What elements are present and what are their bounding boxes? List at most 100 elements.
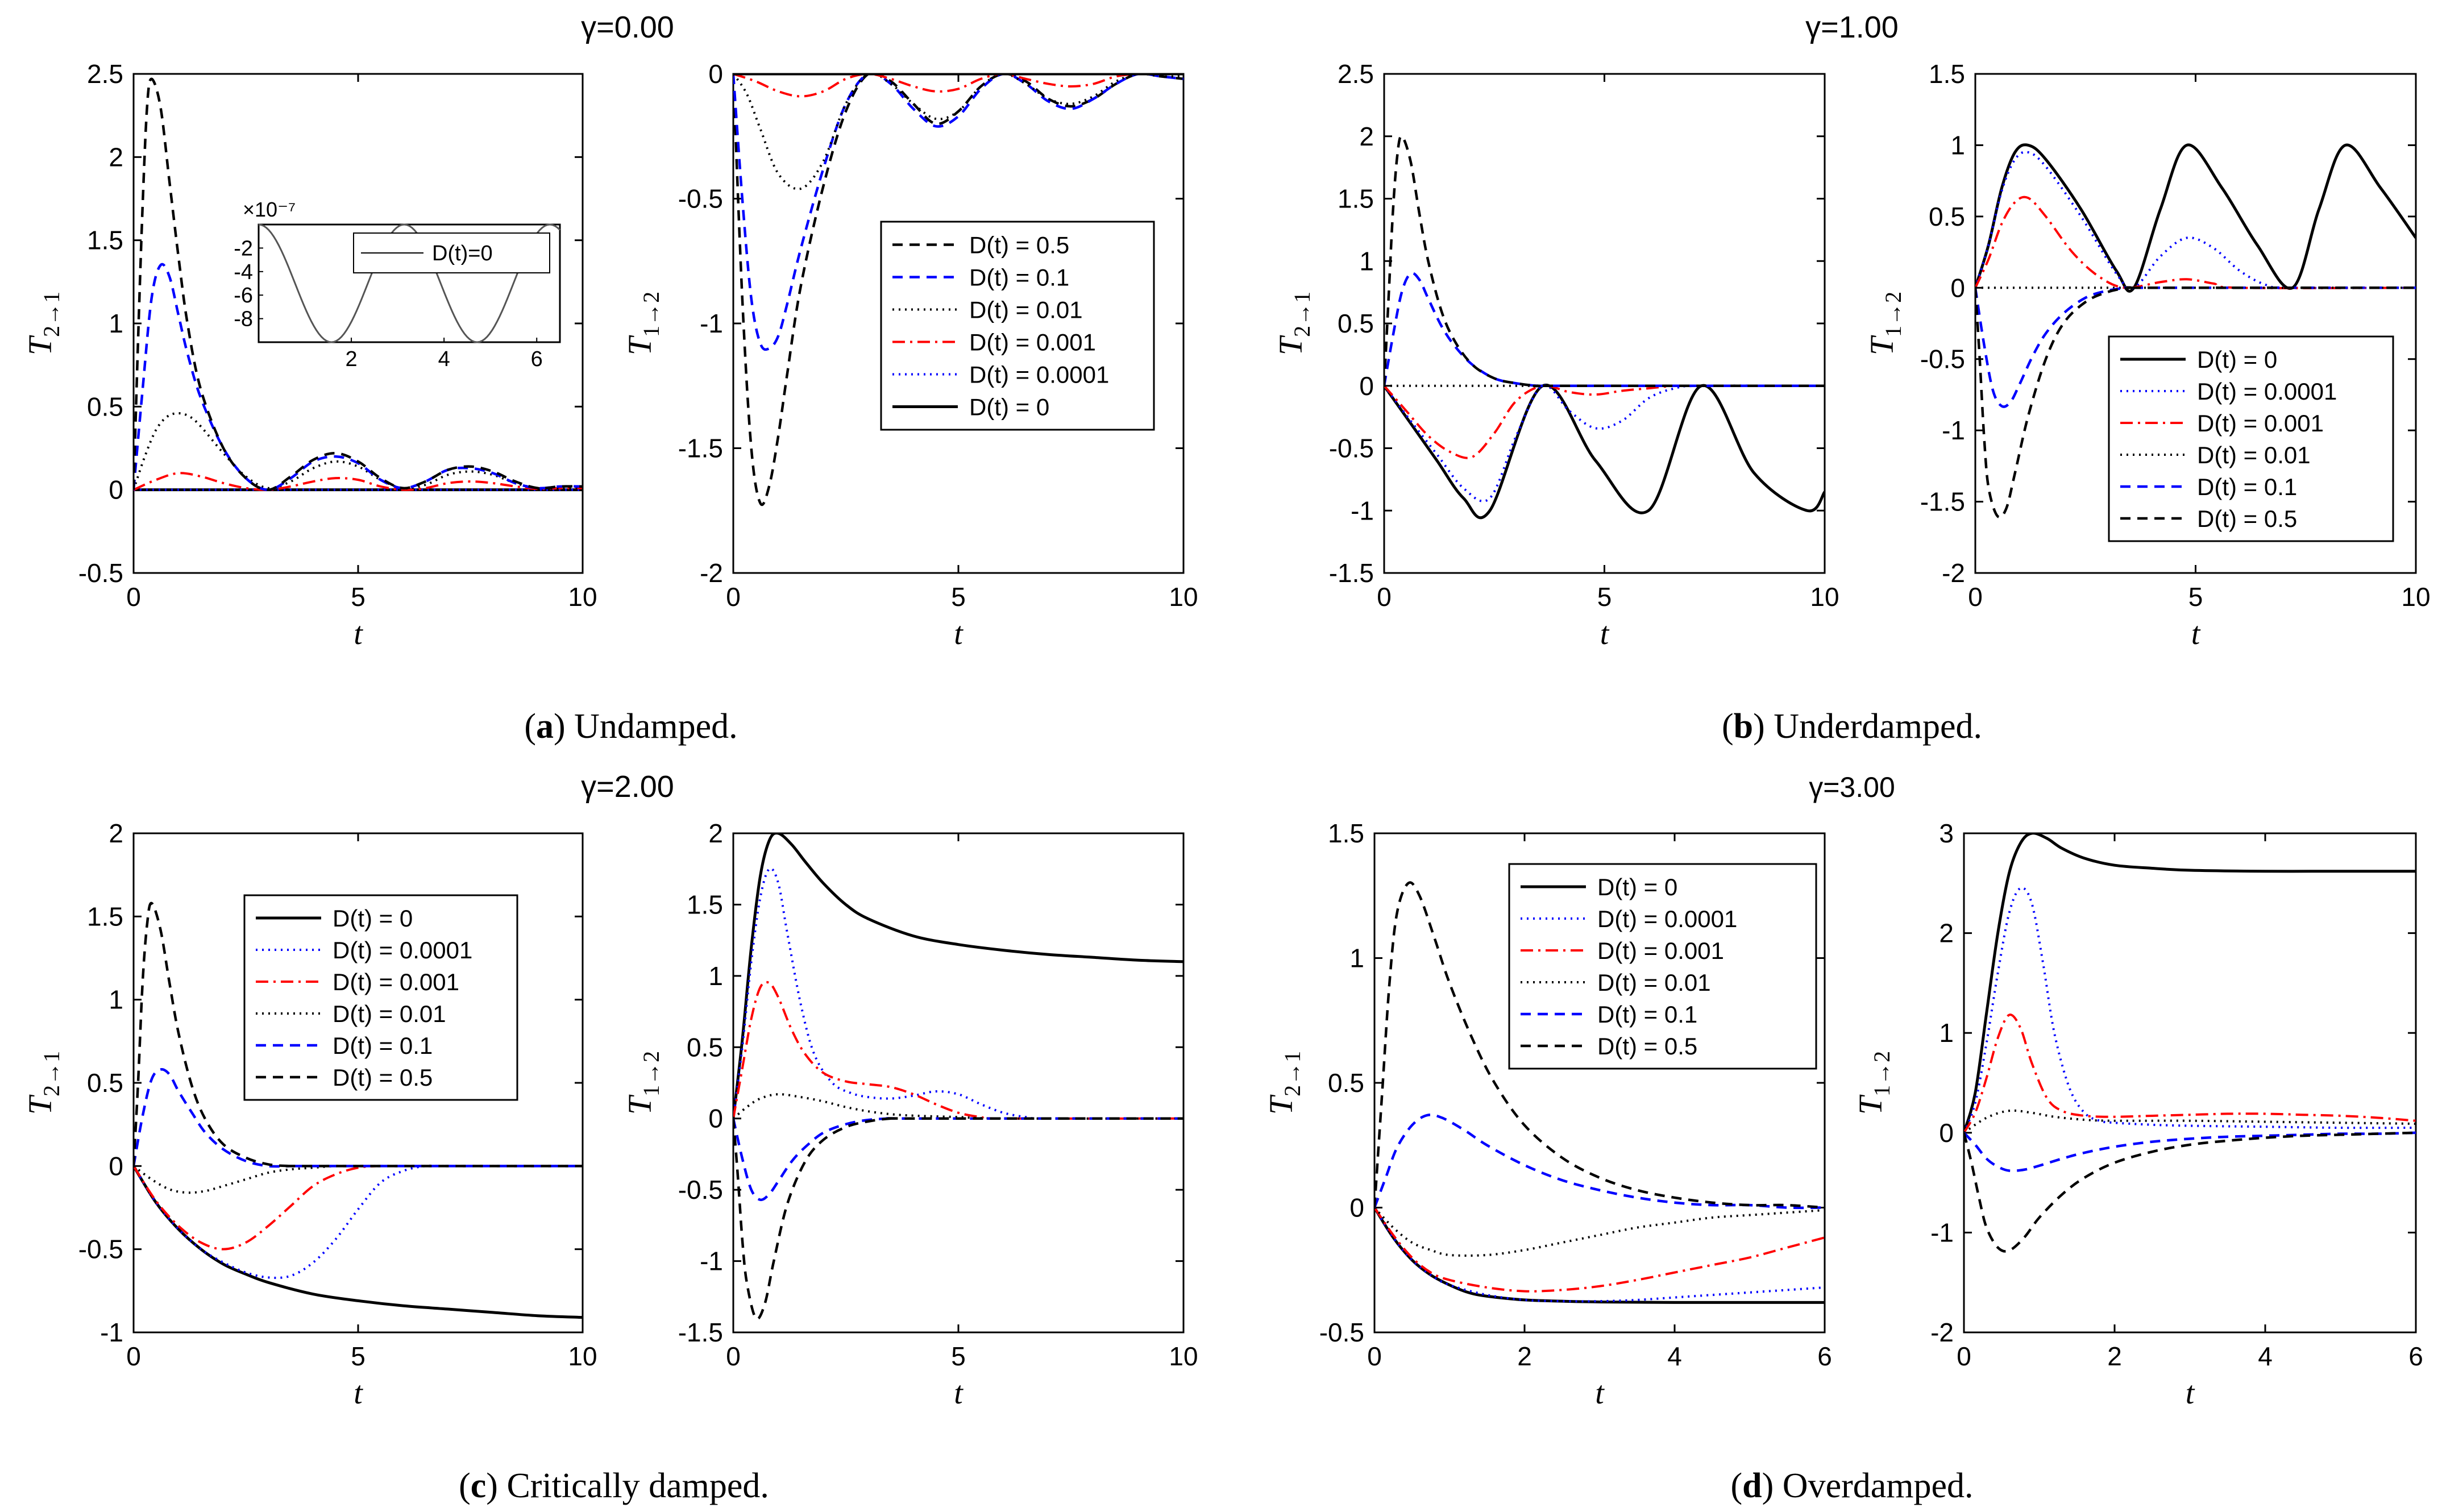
y-tick-label: -1	[700, 1247, 723, 1276]
legend-label: D(t) = 0.5	[969, 232, 1069, 259]
x-tick-label: 10	[568, 1341, 597, 1371]
y-tick-label: -1	[700, 309, 723, 338]
series-group	[733, 833, 1183, 1320]
y-tick-label: 1.5	[687, 890, 723, 919]
series-line-D05	[1384, 135, 1825, 388]
legend-label: D(t) = 0.0001	[969, 362, 1109, 388]
series-line-D05	[1975, 286, 2416, 519]
panel-d-caption-letter: d	[1742, 1467, 1762, 1505]
y-tick-label: -0.5	[78, 558, 123, 588]
y-tick-label: 1.5	[1338, 184, 1374, 214]
y-tick-label: 2	[708, 819, 723, 848]
y-tick-label: 1.5	[87, 226, 123, 255]
series-group	[1975, 143, 2416, 519]
y-tick-label: 2.5	[1338, 59, 1374, 89]
series-line-D001	[1964, 1109, 2416, 1134]
y-tick-label: -0.5	[1920, 344, 1965, 374]
y-tick-label: 0	[109, 1151, 123, 1181]
y-axis-label-main: T	[621, 1094, 658, 1115]
y-tick-label: 0	[1950, 273, 1965, 302]
panel-d-caption: (d) Overdamped.	[1731, 1467, 1974, 1505]
x-axis-label: t	[1600, 616, 1610, 651]
y-tick-label: 1	[109, 309, 123, 338]
panel-b-caption-text: Underdamped.	[1765, 707, 1982, 746]
series-line-D0	[733, 833, 1183, 1119]
series-line-D0	[1964, 833, 2416, 1133]
series-line-D05	[134, 77, 583, 491]
y-axis-label-main: T	[22, 1094, 59, 1115]
y-tick-label: 1	[1349, 944, 1364, 973]
series-line-D01	[1975, 286, 2416, 408]
x-tick-label: 10	[1169, 582, 1198, 612]
y-tick-label: 1.5	[87, 902, 123, 931]
legend-box	[2108, 335, 2394, 542]
legend: D(t) = 0 D(t) = 0.0001 D(t) = 0.001 D(t) = …	[1508, 863, 1817, 1070]
x-tick-label: 0	[1377, 582, 1392, 612]
y-tick-label: 0.5	[1328, 1068, 1364, 1098]
series-line-D001	[733, 1093, 1183, 1120]
y-axis-label-sub: 1→2	[638, 1051, 664, 1096]
y-axis-label-main: T	[1852, 1094, 1889, 1115]
series-line-D0001	[1374, 1207, 1825, 1293]
y-axis-label-sub: 2→1	[39, 1051, 64, 1096]
panel-d-title: γ=3.00	[1809, 771, 1895, 803]
y-tick-label: 0	[109, 475, 123, 505]
y-tick-label: -1	[1942, 416, 1965, 445]
y-tick-label: 1	[1359, 246, 1374, 276]
legend-label: D(t) = 0.1	[969, 264, 1069, 291]
y-tick-label: 2.5	[87, 59, 123, 89]
x-tick-label: 10	[2401, 582, 2430, 612]
y-axis-label-main: T	[1272, 335, 1309, 355]
series-line-D0	[1975, 143, 2416, 293]
series-line-D05	[1964, 1131, 2416, 1253]
series-group	[1384, 135, 1825, 520]
series-group	[1964, 833, 2416, 1253]
chart-b-left: 0 5 10 -1.5 -1 -0.5 0 0.5 1 1.5 2 2.5 t T2→1	[1272, 59, 1839, 651]
legend-box	[1508, 863, 1817, 1070]
y-tick-label: -1.5	[1920, 487, 1965, 517]
y-tick-label: 1	[1939, 1018, 1954, 1048]
inset-y-tick-label: -6	[234, 284, 253, 308]
y-tick-label: -1	[100, 1318, 123, 1347]
series-line-D00001	[1975, 151, 2416, 290]
y-tick-label: -2	[1942, 558, 1965, 588]
legend-label: D(t) = 0.0001	[2197, 378, 2337, 405]
y-tick-label: -0.5	[1329, 434, 1374, 463]
y-tick-label: 1	[708, 961, 723, 991]
y-axis-label: T2→1	[1272, 292, 1315, 355]
legend-label: D(t) = 0.5	[1597, 1033, 1697, 1060]
y-tick-label: 1	[109, 985, 123, 1015]
x-tick-label: 10	[1810, 582, 1839, 612]
series-line-D00001	[1384, 384, 1825, 502]
y-tick-label: -0.5	[1319, 1318, 1364, 1347]
inset-curve	[258, 223, 561, 343]
legend: D(t) = 0 D(t) = 0.0001 D(t) = 0.001 D(t) = …	[243, 894, 518, 1101]
panel-a-caption-letter: a	[536, 707, 554, 746]
y-tick-label: 0	[1359, 371, 1374, 401]
x-tick-label: 0	[126, 582, 141, 612]
legend-label: D(t) = 0.01	[2197, 442, 2311, 468]
x-tick-label: 0	[726, 1341, 741, 1371]
legend-label: D(t) = 0	[333, 905, 413, 932]
legend-label: D(t) = 0.0001	[333, 937, 472, 963]
x-tick-label: 2	[2107, 1341, 2122, 1371]
y-tick-label: 0.5	[687, 1032, 723, 1062]
y-axis-label: T2→1	[22, 1051, 64, 1115]
x-tick-label: 6	[2408, 1341, 2423, 1371]
series-line-D01	[733, 74, 1183, 351]
x-axis-label: t	[2191, 616, 2201, 651]
panel-a-title: γ=0.00	[581, 10, 674, 44]
y-axis-label: T1→2	[1852, 1051, 1895, 1115]
y-axis-label-sub: 1→2	[1880, 292, 1906, 337]
legend-label: D(t) = 0	[1597, 874, 1677, 900]
panel-b-caption: (b) Underdamped.	[1722, 707, 1982, 746]
y-axis-label-main: T	[1863, 335, 1900, 355]
y-tick-label: 0.5	[1929, 202, 1965, 231]
series-line-D0001	[134, 1165, 583, 1251]
series-group	[134, 902, 583, 1319]
inset-y-tick-label: -8	[234, 308, 253, 331]
